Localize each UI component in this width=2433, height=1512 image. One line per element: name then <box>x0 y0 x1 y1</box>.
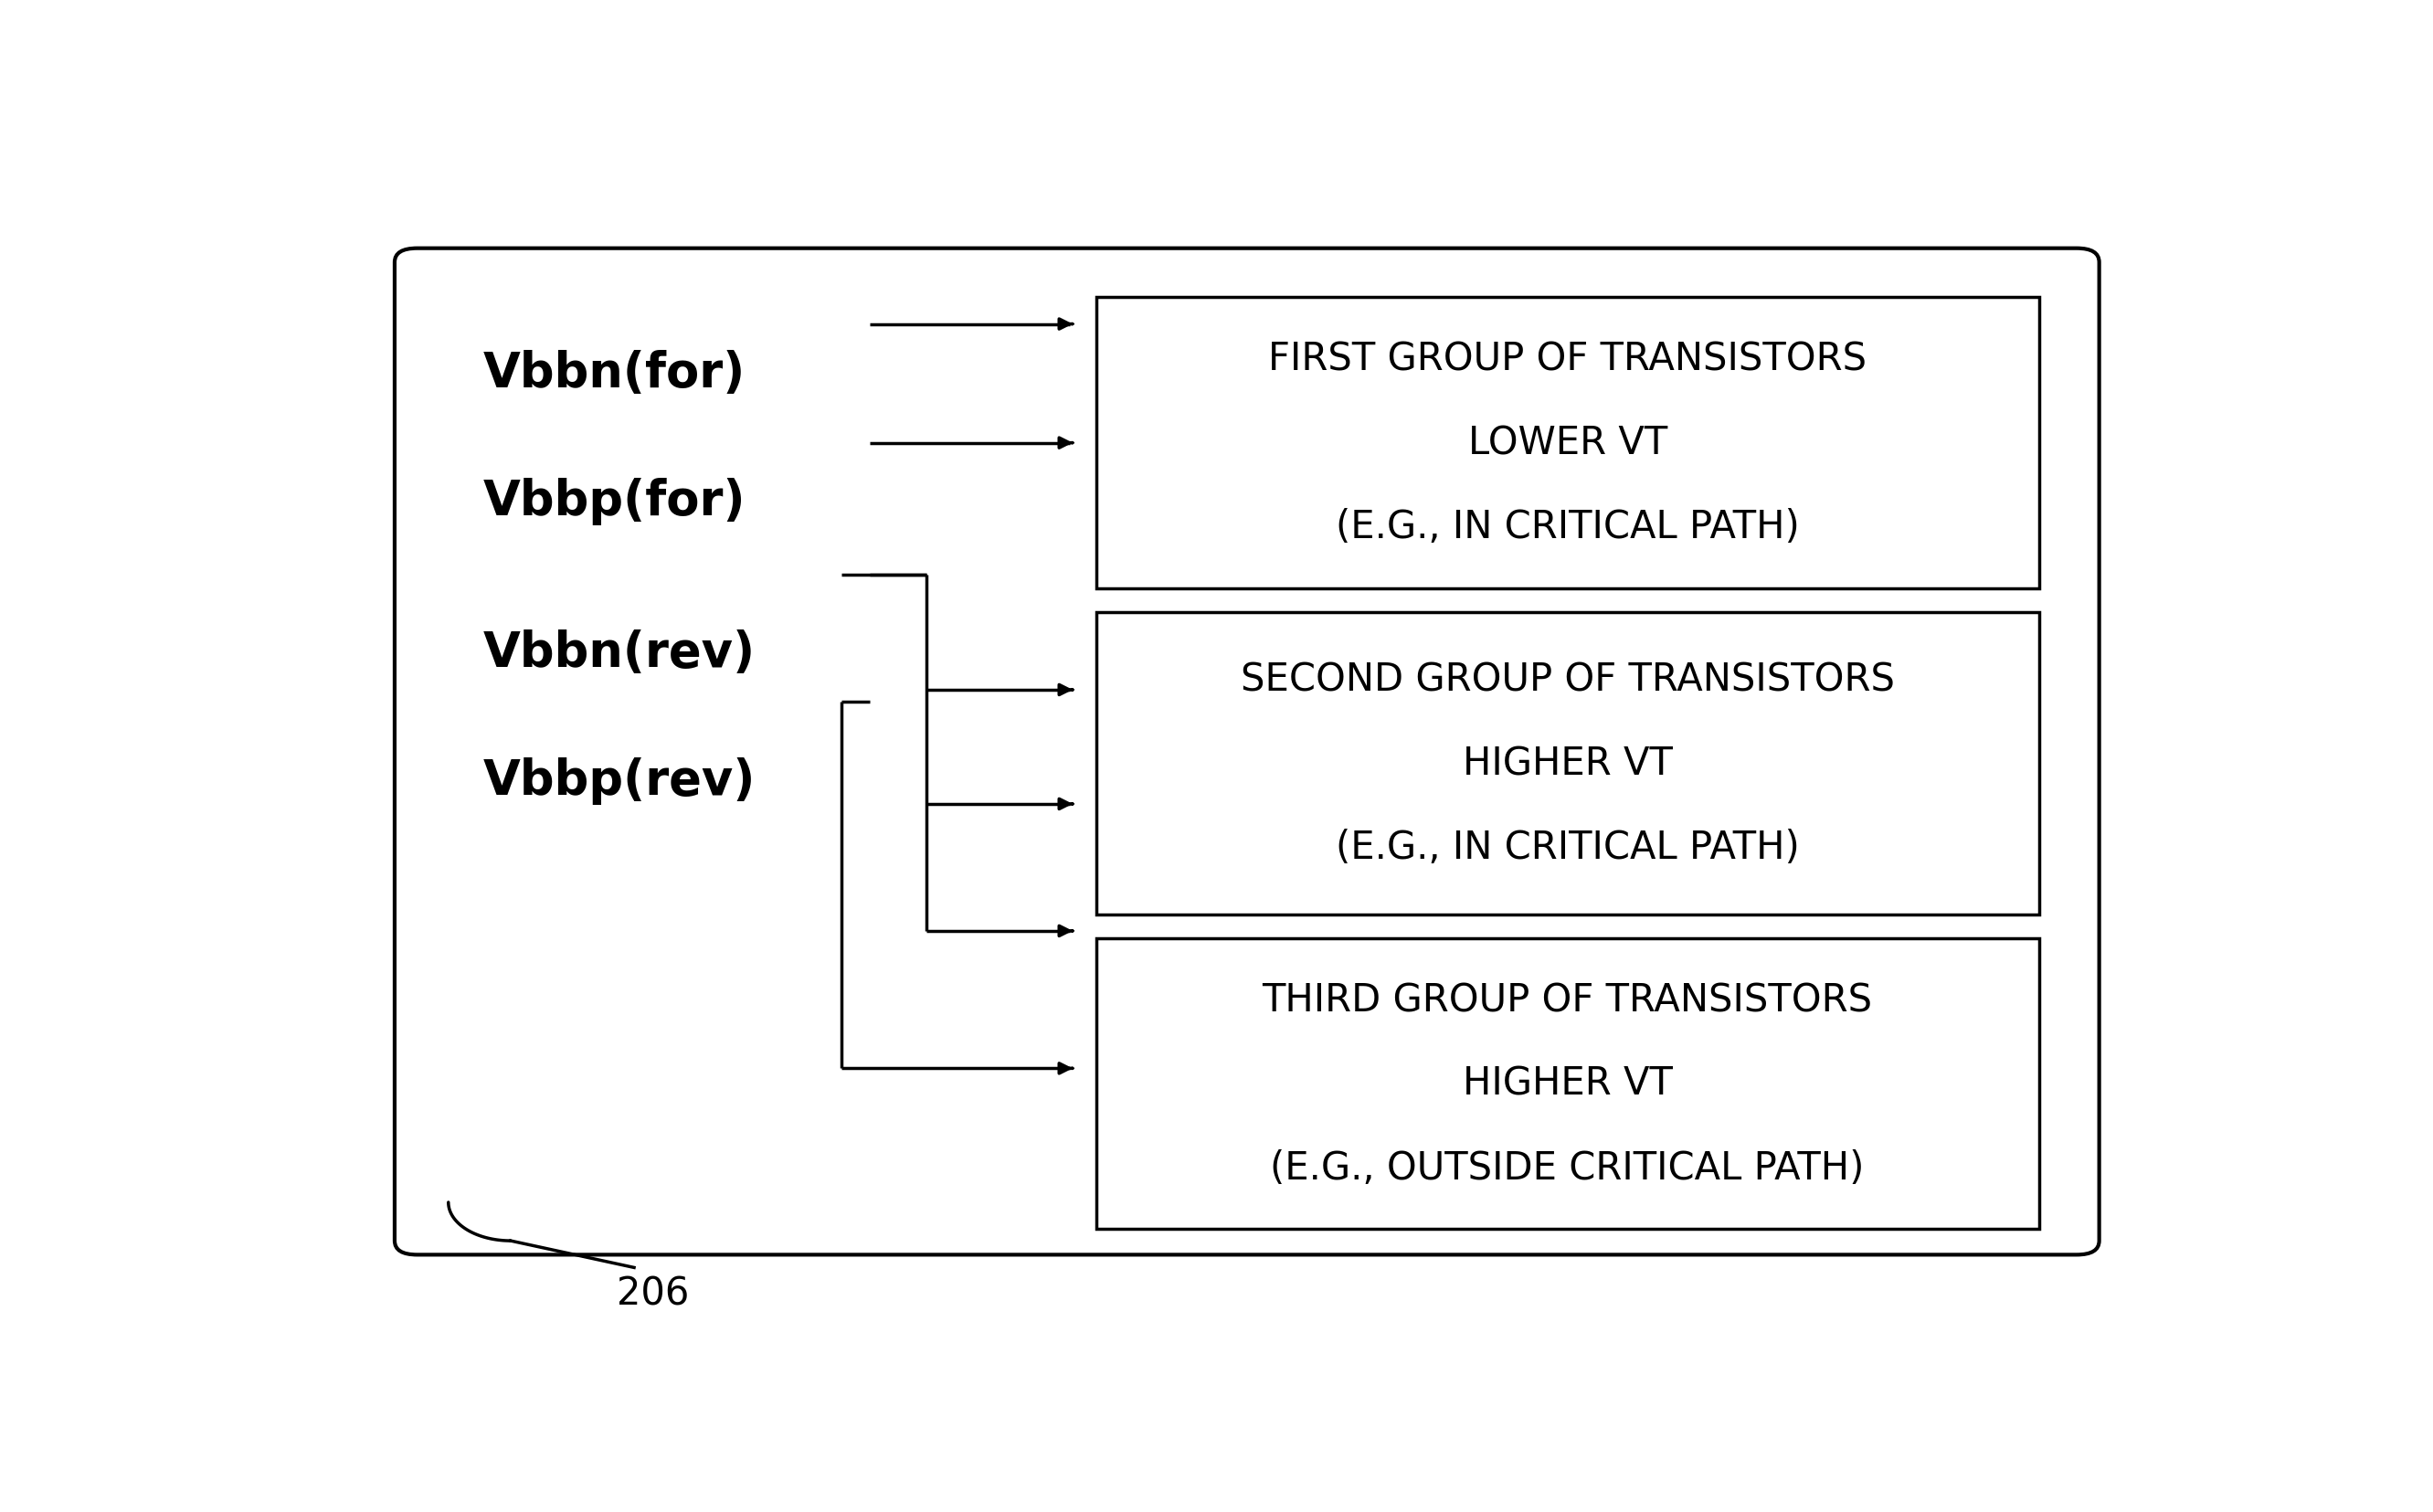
Text: FIRST GROUP OF TRANSISTORS: FIRST GROUP OF TRANSISTORS <box>1268 340 1866 378</box>
Bar <box>1097 937 2039 1229</box>
Bar <box>1097 612 2039 915</box>
Text: LOWER VT: LOWER VT <box>1467 425 1667 463</box>
Text: (E.G., IN CRITICAL PATH): (E.G., IN CRITICAL PATH) <box>1336 508 1800 546</box>
Text: Vbbn(for): Vbbn(for) <box>484 349 744 398</box>
Text: HIGHER VT: HIGHER VT <box>1462 744 1671 783</box>
Text: (E.G., OUTSIDE CRITICAL PATH): (E.G., OUTSIDE CRITICAL PATH) <box>1270 1149 1864 1187</box>
Text: SECOND GROUP OF TRANSISTORS: SECOND GROUP OF TRANSISTORS <box>1241 661 1895 699</box>
FancyBboxPatch shape <box>394 249 2100 1255</box>
Text: Vbbn(rev): Vbbn(rev) <box>484 629 757 677</box>
Text: Vbbp(rev): Vbbp(rev) <box>484 758 757 804</box>
Text: (E.G., IN CRITICAL PATH): (E.G., IN CRITICAL PATH) <box>1336 829 1800 866</box>
Bar <box>1097 298 2039 588</box>
Text: 206: 206 <box>616 1275 689 1312</box>
Text: THIRD GROUP OF TRANSISTORS: THIRD GROUP OF TRANSISTORS <box>1263 981 1873 1019</box>
Text: Vbbp(for): Vbbp(for) <box>484 478 747 525</box>
Text: HIGHER VT: HIGHER VT <box>1462 1064 1671 1102</box>
